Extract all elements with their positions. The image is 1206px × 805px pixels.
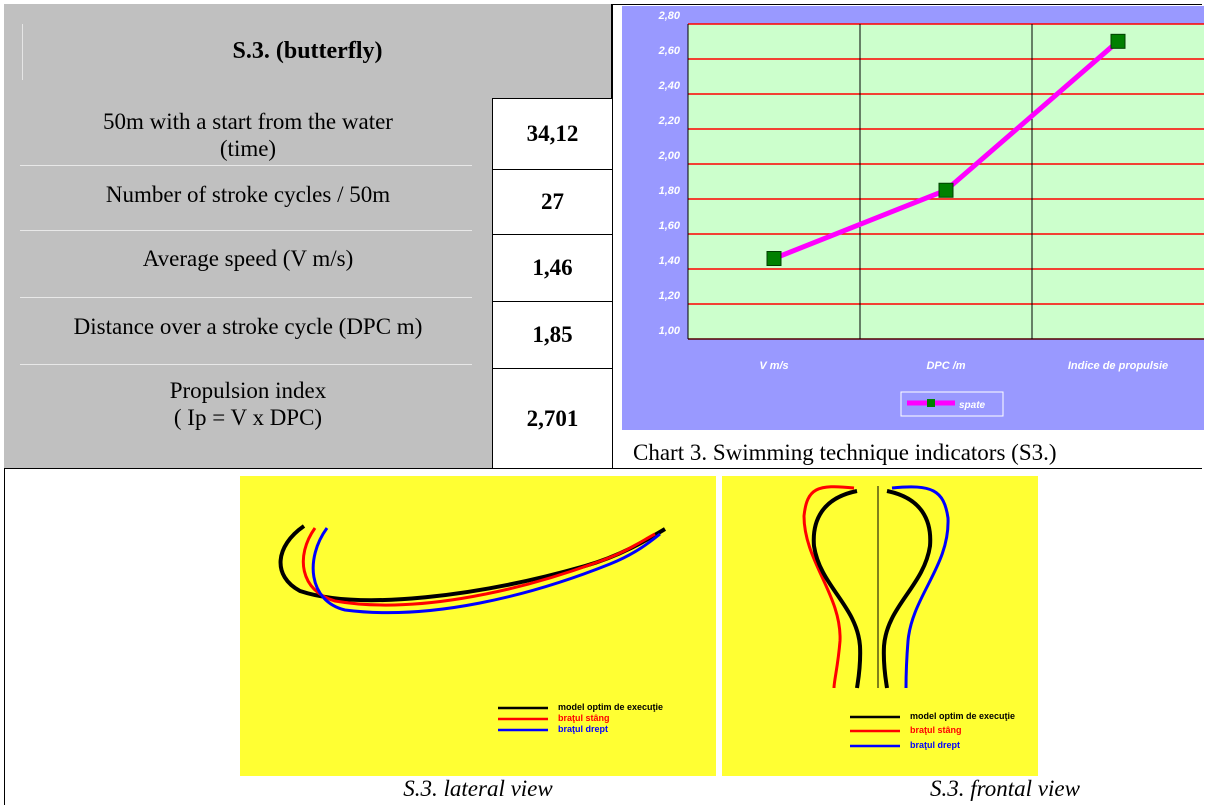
table-row-value: 27	[493, 170, 612, 234]
lateral-legend-optimal: model optim de execuţie	[558, 702, 664, 712]
lateral-trajectory-drawing	[278, 524, 667, 732]
table-row-label-line: (time)	[219, 136, 277, 161]
lateral-right-arm-path	[311, 527, 661, 615]
table-row-value: 1,46	[493, 235, 612, 301]
table-row-value: 34,12	[493, 99, 612, 169]
frontal-optimal-path-right	[881, 489, 933, 689]
y-tick-label: 1,80	[659, 185, 681, 197]
lateral-legend-right: braţul drept	[558, 724, 609, 734]
table-title: S.3. (butterfly)	[232, 37, 383, 64]
legend-swatch-marker	[927, 399, 935, 407]
table-row-label: Propulsion index( Ip = V x DPC)	[4, 368, 492, 468]
frontal-legend-optimal: model optim de execuţie	[910, 711, 1016, 721]
table-row-label-line: Number of stroke cycles / 50m	[105, 182, 391, 207]
table-row-value: 2,701	[493, 369, 612, 468]
table-row-label: Average speed (V m/s)	[4, 234, 492, 301]
table-row-label-line: ( Ip = V x DPC)	[173, 405, 323, 430]
lateral-view-diagram: model optim de execuţie braţul stâng bra…	[240, 476, 716, 776]
table-row-label: Distance over a stroke cycle (DPC m)	[4, 301, 492, 368]
line-chart: 1,00 1,20 1,40 1,60 1,80 2,00 2,20 2,40 2,60 2,80…	[658, 10, 1204, 417]
y-tick-label: 2,40	[658, 80, 681, 92]
y-tick-label: 2,60	[658, 45, 681, 57]
table-row-label-line: Propulsion index	[169, 378, 327, 403]
lateral-left-arm-path	[301, 527, 656, 607]
frontal-legend-left: braţul stâng	[910, 725, 962, 735]
table-row-label-line: Average speed (V m/s)	[142, 246, 354, 271]
table-row-label-line: 50m with a start from the water	[103, 109, 393, 134]
frontal-optimal-path-left	[811, 489, 863, 689]
y-tick-label: 2,00	[658, 150, 681, 162]
table-row-value: 1,85	[493, 302, 612, 368]
table-row-label-line: Distance over a stroke cycle (DPC m)	[73, 314, 423, 339]
data-point	[1110, 33, 1126, 49]
y-tick-label: 1,60	[659, 220, 681, 232]
chart-panel: 1,00 1,20 1,40 1,60 1,80 2,00 2,20 2,40 2,60 2,80…	[622, 6, 1204, 430]
table-title-cell: S.3. (butterfly)	[4, 4, 612, 98]
table-row-label: 50m with a start from the water (time)	[4, 98, 492, 169]
lateral-optimal-path	[278, 524, 667, 603]
x-tick-label: Indice de propulsie	[1068, 360, 1168, 372]
frontal-view-caption: S.3. frontal view	[930, 776, 1080, 801]
y-tick-label: 2,80	[658, 10, 681, 22]
chart-caption: Chart 3. Swimming technique indicators (…	[633, 440, 1057, 465]
y-tick-label: 2,20	[658, 115, 681, 127]
frontal-right-arm-path	[891, 485, 950, 689]
legend-label: spate	[959, 400, 986, 411]
y-tick-label: 1,40	[659, 255, 681, 267]
lateral-legend-left: braţul stâng	[558, 713, 610, 723]
y-tick-label: 1,00	[659, 325, 681, 337]
data-point	[938, 182, 954, 198]
frontal-trajectory-drawing	[802, 485, 950, 748]
data-point	[766, 251, 782, 266]
frontal-view-diagram: model optim de execuţie braţul stâng bra…	[722, 476, 1038, 776]
table-row-label: Number of stroke cycles / 50m	[4, 169, 492, 234]
x-tick-label: V m/s	[759, 360, 788, 372]
frontal-legend-right: braţul drept	[910, 740, 961, 750]
lateral-view-caption: S.3. lateral view	[403, 776, 553, 801]
frontal-left-arm-path	[802, 485, 855, 689]
plot-area	[688, 24, 1204, 339]
x-tick-label: DPC /m	[926, 360, 965, 372]
y-tick-label: 1,20	[659, 290, 681, 302]
